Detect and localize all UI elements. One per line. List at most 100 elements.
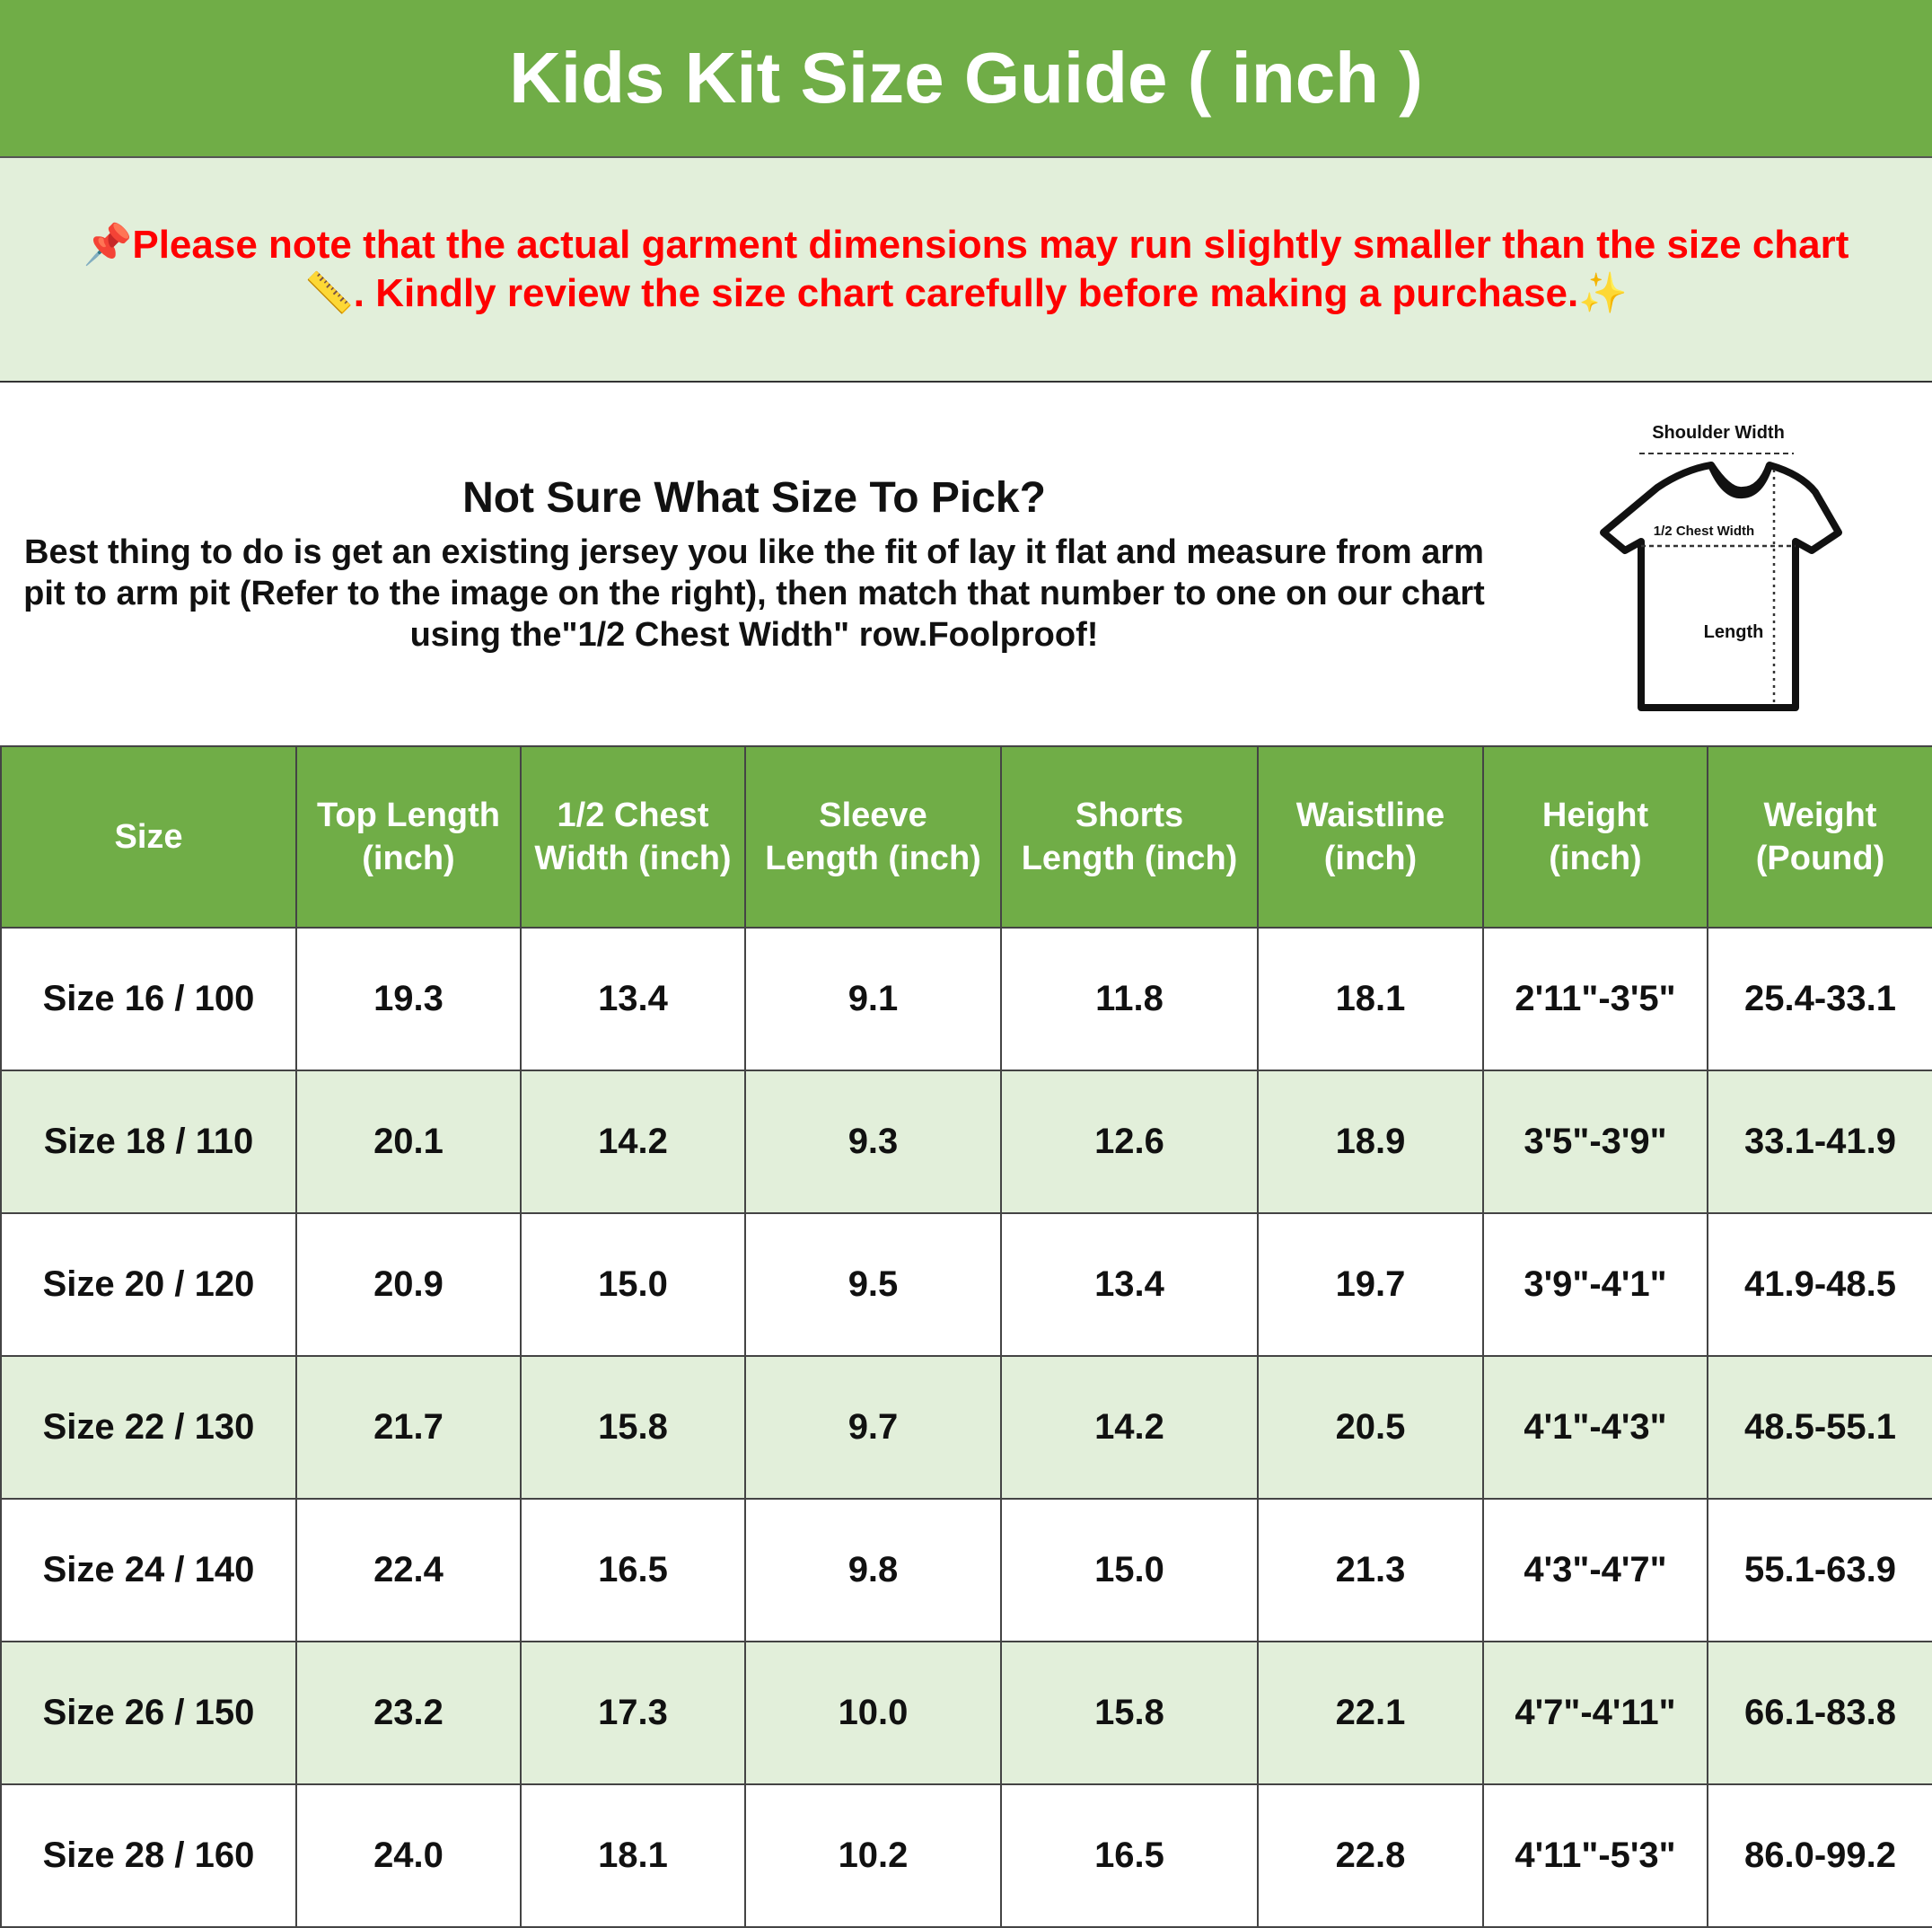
column-header: 1/2 Chest Width (inch) [520, 745, 746, 929]
collar [1708, 462, 1773, 495]
column-header-line: Size [114, 818, 183, 856]
table-cell: 25.4-33.1 [1707, 927, 1932, 1071]
table-header-row: Size Top Length (inch) 1/2 Chest Width (inch… [0, 745, 1932, 929]
table-cell: 2'11"-3'5" [1482, 927, 1708, 1071]
table-cell: 22.4 [295, 1498, 522, 1642]
size-cell: Size 24 / 140 [0, 1498, 297, 1642]
column-header-line: Top Length [316, 797, 500, 834]
size-cell: Size 28 / 160 [0, 1783, 297, 1928]
size-cell: Size 20 / 120 [0, 1212, 297, 1357]
info-body-line: using the"1/2 Chest Width" row.Foolproof… [409, 616, 1099, 654]
table-cell: 41.9-48.5 [1707, 1212, 1932, 1357]
info-section: Not Sure What Size To Pick? Best thing t… [0, 383, 1932, 745]
column-header-line: Waistline [1295, 797, 1445, 834]
size-cell: Size 16 / 100 [0, 927, 297, 1071]
column-header-line: (inch) [362, 840, 455, 877]
table-cell: 19.3 [295, 927, 522, 1071]
table-cell: 13.4 [1000, 1212, 1259, 1357]
table-cell: 9.1 [744, 927, 1002, 1071]
info-text: Not Sure What Size To Pick? Best thing t… [0, 472, 1508, 656]
size-cell: Size 26 / 150 [0, 1641, 297, 1785]
table-cell: 9.7 [744, 1355, 1002, 1500]
table-cell: 18.9 [1257, 1070, 1484, 1214]
column-header-line: (inch) [1323, 840, 1418, 877]
table-cell: 4'1"-4'3" [1482, 1355, 1708, 1500]
column-header: Height (inch) [1482, 745, 1708, 929]
table-row: Size 24 / 140 22.4 16.5 9.8 15.0 21.3 4'3"-4'7… [0, 1498, 1932, 1642]
column-header: Weight (Pound) [1707, 745, 1932, 929]
table-cell: 14.2 [520, 1070, 746, 1214]
table-cell: 22.8 [1257, 1783, 1484, 1928]
size-cell: Size 18 / 110 [0, 1070, 297, 1214]
table-cell: 4'11"-5'3" [1482, 1783, 1708, 1928]
diagram-wrap: Shoulder Width 1/2 Chest Width Length [1508, 402, 1932, 726]
column-header-line: (inch) [1549, 840, 1642, 877]
table-cell: 14.2 [1000, 1355, 1259, 1500]
info-body-line: Best thing to do is get an existing jers… [24, 533, 1484, 571]
table-cell: 86.0-99.2 [1707, 1783, 1932, 1928]
column-header: Size [0, 745, 297, 929]
table-cell: 9.3 [744, 1070, 1002, 1214]
table-cell: 48.5-55.1 [1707, 1355, 1932, 1500]
column-header-line: Weight [1763, 797, 1877, 834]
shoulder-width-label: Shoulder Width [1652, 423, 1785, 443]
table-cell: 3'5"-3'9" [1482, 1070, 1708, 1214]
column-header-line: Length (inch) [765, 840, 981, 877]
table-cell: 20.5 [1257, 1355, 1484, 1500]
table-cell: 4'3"-4'7" [1482, 1498, 1708, 1642]
info-body-line: pit to arm pit (Refer to the image on th… [23, 575, 1485, 612]
length-label: Length [1704, 622, 1764, 642]
table-cell: 21.3 [1257, 1498, 1484, 1642]
sparkles-icon: ✨ [1578, 271, 1629, 315]
table-row: Size 26 / 150 23.2 17.3 10.0 15.8 22.1 4'7"-4'… [0, 1641, 1932, 1785]
table-cell: 10.2 [744, 1783, 1002, 1928]
table-cell: 66.1-83.8 [1707, 1641, 1932, 1785]
column-header-line: (Pound) [1755, 840, 1885, 877]
column-header: Shorts Length (inch) [1000, 745, 1259, 929]
table-cell: 24.0 [295, 1783, 522, 1928]
table-cell: 15.0 [1000, 1498, 1259, 1642]
column-header: Top Length (inch) [295, 745, 522, 929]
info-heading: Not Sure What Size To Pick? [462, 474, 1046, 522]
table-cell: 9.8 [744, 1498, 1002, 1642]
table-cell: 15.8 [1000, 1641, 1259, 1785]
table-cell: 17.3 [520, 1641, 746, 1785]
table-cell: 21.7 [295, 1355, 522, 1500]
table-row: Size 20 / 120 20.9 15.0 9.5 13.4 19.7 3'9"-4'1… [0, 1212, 1932, 1357]
column-header-line: Width (inch) [534, 840, 732, 877]
notice-banner: 📌Please note that the actual garment dim… [0, 158, 1932, 383]
column-header-line: Shorts [1075, 797, 1184, 834]
table-cell: 23.2 [295, 1641, 522, 1785]
table-cell: 16.5 [1000, 1783, 1259, 1928]
chest-width-label: 1/2 Chest Width [1654, 524, 1754, 539]
notice-line-1: 📌Please note that the actual garment dim… [83, 223, 1849, 267]
size-table: Size Top Length (inch) 1/2 Chest Width (inch… [0, 745, 1932, 1928]
table-cell: 3'9"-4'1" [1482, 1212, 1708, 1357]
page-title: Kids Kit Size Guide ( inch ) [0, 0, 1932, 158]
column-header: Waistline (inch) [1257, 745, 1484, 929]
table-cell: 11.8 [1000, 927, 1259, 1071]
tshirt-icon [1600, 462, 1842, 711]
table-row: Size 22 / 130 21.7 15.8 9.7 14.2 20.5 4'1"-4'3… [0, 1355, 1932, 1500]
table-cell: 19.7 [1257, 1212, 1484, 1357]
table-cell: 20.9 [295, 1212, 522, 1357]
table-row: Size 16 / 100 19.3 13.4 9.1 11.8 18.1 2'11"-3'… [0, 927, 1932, 1071]
table-cell: 33.1-41.9 [1707, 1070, 1932, 1214]
column-header-line: Length (inch) [1021, 840, 1238, 877]
column-header-line: Height [1541, 797, 1649, 834]
table-cell: 16.5 [520, 1498, 746, 1642]
tshirt-measurement-diagram: Shoulder Width 1/2 Chest Width Length [1600, 423, 1842, 711]
table-cell: 55.1-63.9 [1707, 1498, 1932, 1642]
table-cell: 20.1 [295, 1070, 522, 1214]
table-cell: 18.1 [520, 1783, 746, 1928]
table-row: Size 28 / 160 24.0 18.1 10.2 16.5 22.8 4'11"-5… [0, 1783, 1932, 1928]
table-row: Size 18 / 110 20.1 14.2 9.3 12.6 18.9 3'5"-3'9… [0, 1070, 1932, 1214]
table-cell: 15.8 [520, 1355, 746, 1500]
notice-line-2: 📏. Kindly review the size chart carefull… [303, 271, 1629, 315]
size-cell: Size 22 / 130 [0, 1355, 297, 1500]
ruler-icon: 📏 [303, 271, 354, 315]
table-cell: 12.6 [1000, 1070, 1259, 1214]
table-cell: 22.1 [1257, 1641, 1484, 1785]
column-header: Sleeve Length (inch) [744, 745, 1002, 929]
table-cell: 9.5 [744, 1212, 1002, 1357]
